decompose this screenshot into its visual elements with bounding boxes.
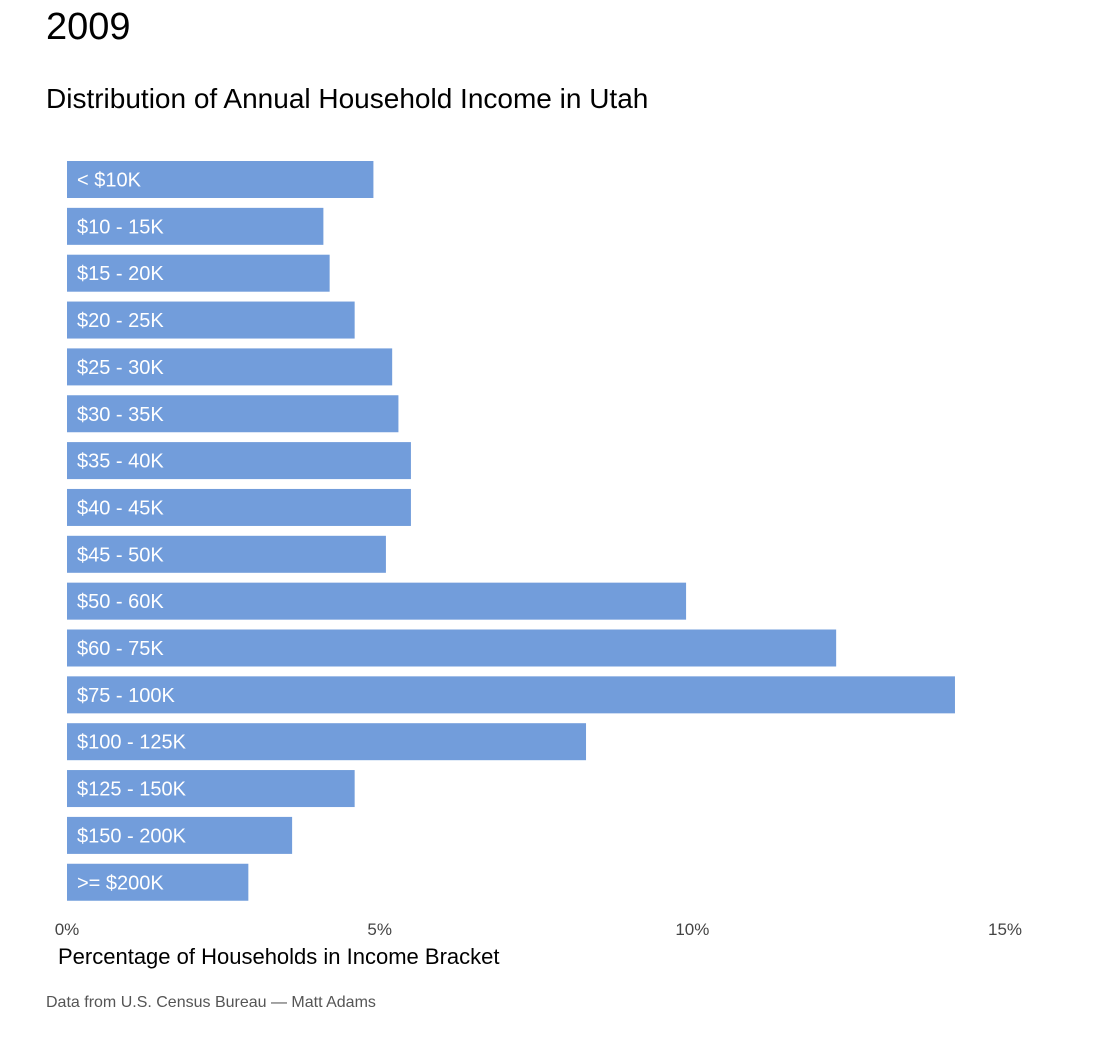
- bar-7: [67, 488, 411, 526]
- bar-8: [67, 535, 386, 573]
- bar-9: [67, 582, 687, 620]
- bar-label-7: $40 - 45K: [77, 497, 164, 519]
- bar-label-2: $15 - 20K: [77, 263, 164, 285]
- bar-1: [67, 207, 324, 245]
- source-caption: Data from U.S. Census Bureau — Matt Adam…: [46, 994, 376, 1011]
- bar-3: [67, 301, 355, 339]
- bar-label-12: $100 - 125K: [77, 732, 187, 754]
- x-tick-label-0: 0%: [55, 920, 80, 939]
- bar-label-8: $45 - 50K: [77, 544, 164, 566]
- bar-13: [67, 770, 355, 808]
- bar-2: [67, 254, 330, 292]
- x-tick-label-2: 10%: [675, 920, 709, 939]
- chart-year-title: 2009: [46, 6, 131, 48]
- x-tick-label-1: 5%: [367, 920, 392, 939]
- bar-15: [67, 863, 249, 901]
- bar-12: [67, 723, 587, 761]
- bar-label-4: $25 - 30K: [77, 357, 164, 379]
- bar-11: [67, 676, 955, 714]
- x-tick-label-3: 15%: [988, 920, 1022, 939]
- bar-label-1: $10 - 15K: [77, 216, 164, 238]
- bar-label-10: $60 - 75K: [77, 638, 164, 660]
- bar-10: [67, 629, 837, 667]
- bar-label-15: >= $200K: [77, 872, 164, 894]
- bar-label-5: $30 - 35K: [77, 404, 164, 426]
- bar-14: [67, 816, 293, 854]
- bar-6: [67, 442, 411, 480]
- bar-4: [67, 348, 393, 386]
- bar-5: [67, 395, 399, 433]
- bar-label-3: $20 - 25K: [77, 310, 164, 332]
- bar-label-14: $150 - 200K: [77, 825, 187, 847]
- x-axis-label: Percentage of Households in Income Brack…: [58, 944, 500, 969]
- bar-label-11: $75 - 100K: [77, 685, 176, 707]
- bar-label-9: $50 - 60K: [77, 591, 164, 613]
- bar-0: [67, 161, 374, 198]
- chart-subtitle: Distribution of Annual Household Income …: [46, 83, 649, 114]
- bar-label-6: $35 - 40K: [77, 451, 164, 473]
- bar-label-13: $125 - 150K: [77, 779, 187, 801]
- bar-label-0: < $10K: [77, 170, 142, 192]
